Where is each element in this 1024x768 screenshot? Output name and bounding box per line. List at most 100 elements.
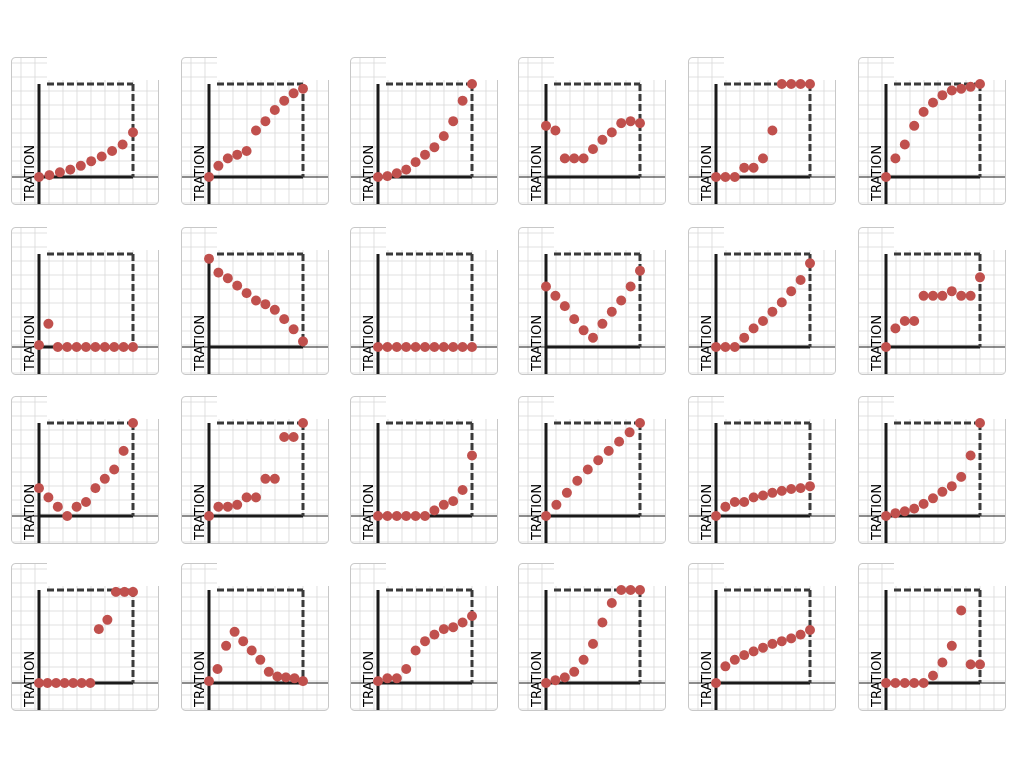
data-point — [541, 678, 551, 688]
data-point — [438, 131, 449, 142]
data-point — [279, 95, 290, 106]
data-point — [541, 120, 551, 131]
data-point — [767, 638, 778, 649]
data-point — [795, 79, 806, 89]
plot-19: TRATION — [11, 563, 159, 711]
data-point — [373, 342, 383, 352]
plot-card-8: TRATION — [181, 227, 329, 375]
plot-21: TRATION — [350, 563, 498, 711]
data-point — [597, 617, 608, 628]
data-point — [805, 79, 815, 89]
plot-card-7: TRATION — [11, 227, 159, 375]
data-point — [635, 265, 645, 276]
y-axis-label: TRATION — [530, 651, 545, 708]
data-point — [401, 342, 412, 352]
data-point — [86, 156, 97, 167]
data-point — [928, 290, 938, 301]
data-point — [298, 676, 308, 687]
data-point — [572, 475, 583, 486]
data-point — [212, 664, 223, 674]
data-point — [965, 290, 976, 301]
y-axis-label: TRATION — [23, 651, 38, 708]
data-point — [68, 678, 79, 688]
data-point — [232, 149, 243, 160]
data-point — [34, 678, 44, 688]
y-axis-label: TRATION — [193, 651, 208, 708]
data-point — [222, 501, 233, 512]
data-point — [410, 645, 421, 656]
data-point — [71, 342, 82, 352]
data-point — [102, 614, 113, 625]
data-point — [251, 492, 261, 503]
data-point — [246, 645, 257, 656]
data-point — [928, 97, 938, 108]
data-point — [75, 160, 86, 171]
data-point — [614, 436, 625, 447]
data-point — [937, 90, 948, 101]
data-point — [288, 88, 299, 99]
data-point — [34, 340, 44, 351]
plot-card-22: TRATION — [518, 563, 666, 711]
data-point — [739, 332, 750, 343]
data-point — [62, 511, 73, 521]
y-axis-label: TRATION — [362, 145, 377, 202]
data-point — [429, 142, 440, 153]
data-point — [85, 678, 96, 688]
data-point — [975, 79, 985, 89]
data-point — [937, 486, 948, 497]
data-point — [899, 316, 910, 326]
data-point — [429, 342, 440, 352]
data-point — [51, 678, 62, 688]
data-point — [391, 342, 402, 352]
data-point — [420, 636, 430, 647]
data-point — [90, 342, 101, 352]
data-point — [541, 281, 551, 292]
data-point — [720, 501, 731, 512]
data-point — [221, 640, 232, 651]
data-point — [401, 664, 412, 674]
data-point — [204, 172, 214, 182]
y-axis-label: TRATION — [193, 145, 208, 202]
data-point — [569, 153, 580, 164]
data-point — [43, 492, 54, 503]
data-point — [467, 450, 477, 461]
data-point — [578, 325, 589, 336]
data-point — [213, 267, 224, 278]
data-point — [776, 636, 787, 647]
data-point — [928, 670, 938, 681]
plot-16: TRATION — [518, 396, 666, 544]
plot-7: TRATION — [11, 227, 159, 375]
data-point — [625, 116, 636, 127]
data-point — [729, 654, 740, 665]
data-point — [280, 672, 291, 683]
data-point — [59, 678, 70, 688]
data-point — [909, 503, 920, 514]
data-point — [965, 81, 976, 92]
data-point — [81, 342, 91, 352]
y-axis-label: TRATION — [870, 651, 885, 708]
y-axis-label: TRATION — [193, 315, 208, 372]
data-point — [448, 496, 459, 507]
data-point — [711, 342, 721, 352]
data-point — [956, 471, 967, 482]
data-point — [429, 505, 440, 516]
data-point — [890, 678, 901, 688]
data-point — [107, 146, 118, 156]
data-point — [624, 427, 635, 438]
data-point — [288, 324, 299, 335]
data-point — [269, 304, 280, 315]
data-point — [241, 146, 252, 156]
data-point — [928, 493, 938, 504]
data-point — [606, 306, 617, 317]
data-point — [767, 125, 778, 136]
data-point — [204, 676, 214, 687]
data-point — [467, 342, 477, 352]
data-point — [401, 511, 412, 521]
data-point — [582, 464, 593, 475]
data-point — [65, 164, 76, 175]
data-point — [758, 642, 768, 653]
data-point — [204, 253, 214, 264]
data-point — [946, 286, 957, 297]
data-point — [81, 497, 91, 507]
data-point — [937, 290, 948, 301]
